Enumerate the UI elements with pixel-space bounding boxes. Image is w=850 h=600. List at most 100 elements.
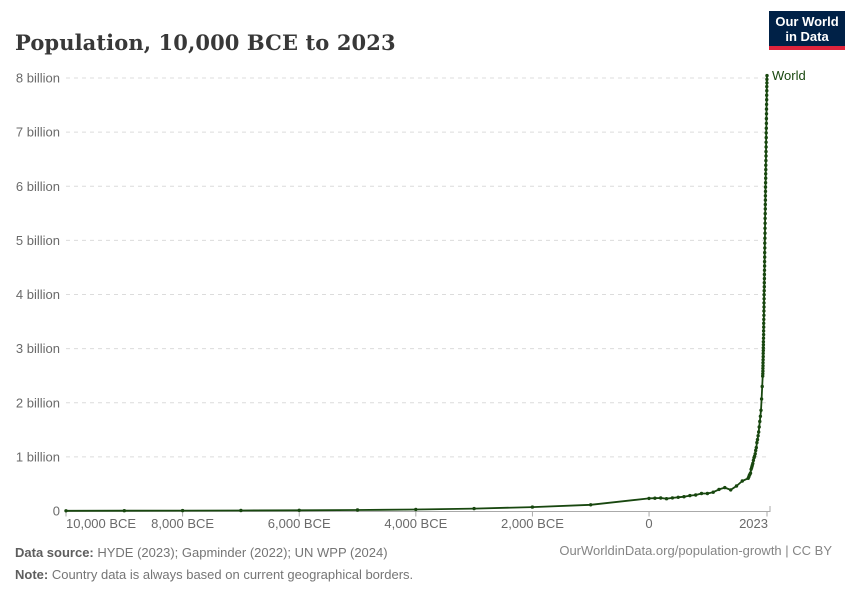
y-tick-label: 5 billion [16,233,60,248]
data-point [758,419,762,424]
data-point [761,346,765,350]
data-point [761,364,765,368]
data-point [729,488,733,492]
data-point [763,207,767,211]
data-point [355,508,360,512]
data-point [761,351,765,356]
data-point [761,343,766,347]
x-tick-label: 2023 [739,516,768,531]
y-tick-label: 3 billion [16,341,60,356]
data-point [762,272,767,277]
data-point [761,372,765,376]
note-text: Country data is always based on current … [48,566,414,582]
data-point [763,246,767,250]
y-tick-label: 2 billion [16,395,60,410]
world-population-line [65,75,768,512]
data-point [765,98,769,102]
data-point [765,84,769,89]
data-point [763,202,767,207]
data-point [763,231,767,235]
data-point [764,158,768,163]
note-label: Note: [15,566,49,582]
data-point [647,496,651,501]
data-point [762,301,766,305]
data-point [711,490,715,494]
y-tick-label: 4 billion [16,287,60,302]
data-point [763,226,767,230]
data-point [761,348,765,353]
data-point [761,358,765,362]
data-point [762,276,767,281]
data-point [472,506,476,511]
data-point [765,81,769,85]
data-point [761,340,766,344]
data-point [753,452,757,456]
y-tick-label: 1 billion [16,449,60,464]
data-point [762,289,766,293]
data-point [761,366,765,371]
data-point [763,194,768,198]
data-point [764,154,768,158]
data-point [761,369,765,373]
data-point [239,508,243,513]
data-point [589,503,593,507]
data-source-text: HYDE (2023); Gapminder (2022); UN WPP (2… [93,545,388,560]
data-point [761,374,765,378]
owid-logo-line1: Our World [775,14,839,29]
data-point [764,112,769,116]
data-point [761,329,766,333]
data-point [762,293,766,297]
data-point [759,408,763,412]
x-tick-label: 10,000 BCE [66,516,136,531]
data-point [717,487,721,492]
data-point [676,495,680,499]
data-point [764,131,768,135]
data-point [751,458,756,463]
x-tick-label: 8,000 BCE [151,516,214,531]
data-point [759,397,764,401]
data-point [764,107,769,111]
data-point [762,321,766,325]
data-point [699,491,704,496]
data-point [414,507,418,512]
data-source-line: Data source: HYDE (2023); Gapminder (202… [15,542,413,564]
data-point [764,172,768,176]
data-point [760,384,764,389]
data-point [761,354,765,359]
data-point [762,317,766,322]
data-point [757,425,761,429]
data-point [682,495,686,499]
x-tick-label: 2,000 BCE [501,516,564,531]
data-point [764,149,768,154]
data-point [762,309,766,313]
data-point [761,361,765,365]
data-point [765,93,769,97]
data-point [705,491,710,496]
data-point [758,414,763,418]
data-point [762,281,766,285]
data-point [763,221,767,225]
series-label-world: World [772,68,806,83]
data-point [764,121,769,126]
owid-logo[interactable]: Our World in Data [769,11,845,50]
page-title: Population, 10,000 BCE to 2023 [15,30,396,56]
data-point [763,255,767,259]
y-tick-label: 7 billion [16,125,60,140]
data-point [764,167,768,172]
data-point [761,332,766,337]
data-point [740,479,744,483]
data-point [755,440,759,445]
data-point [688,493,692,498]
data-point [734,484,739,488]
data-point [762,313,766,317]
data-point [764,135,768,140]
x-tick-label: 0 [645,516,652,531]
data-point [765,73,769,78]
data-point [694,493,698,497]
data-point [762,297,766,301]
data-point [297,508,301,512]
data-source-label: Data source: [15,545,94,560]
data-point [762,268,767,272]
y-tick-label: 6 billion [16,179,60,194]
data-point [659,496,663,500]
